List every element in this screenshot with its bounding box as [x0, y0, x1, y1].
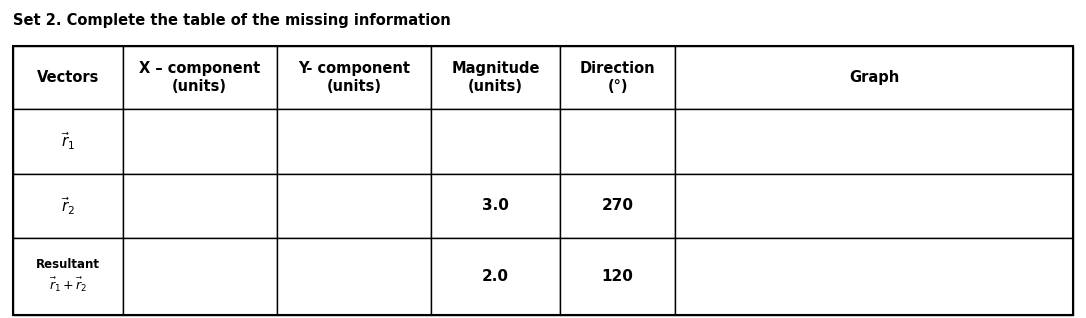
Text: Resultant: Resultant: [36, 258, 100, 271]
Text: 3.0: 3.0: [482, 198, 509, 213]
Text: $\vec{r}_1$: $\vec{r}_1$: [61, 131, 75, 152]
Text: Vectors: Vectors: [37, 70, 99, 85]
Text: Y- component
(units): Y- component (units): [298, 61, 409, 94]
Text: Set 2. Complete the table of the missing information: Set 2. Complete the table of the missing…: [13, 13, 451, 28]
Text: Direction
(°): Direction (°): [580, 61, 656, 94]
Text: 2.0: 2.0: [482, 269, 509, 284]
Text: $\vec{r}_2$: $\vec{r}_2$: [61, 195, 75, 217]
Text: 120: 120: [602, 269, 633, 284]
Text: 270: 270: [602, 198, 633, 213]
Text: X – component
(units): X – component (units): [139, 61, 261, 94]
Text: Graph: Graph: [849, 70, 899, 85]
Text: Magnitude
(units): Magnitude (units): [452, 61, 540, 94]
Text: $\vec{r}_1+\vec{r}_2$: $\vec{r}_1+\vec{r}_2$: [49, 275, 87, 294]
